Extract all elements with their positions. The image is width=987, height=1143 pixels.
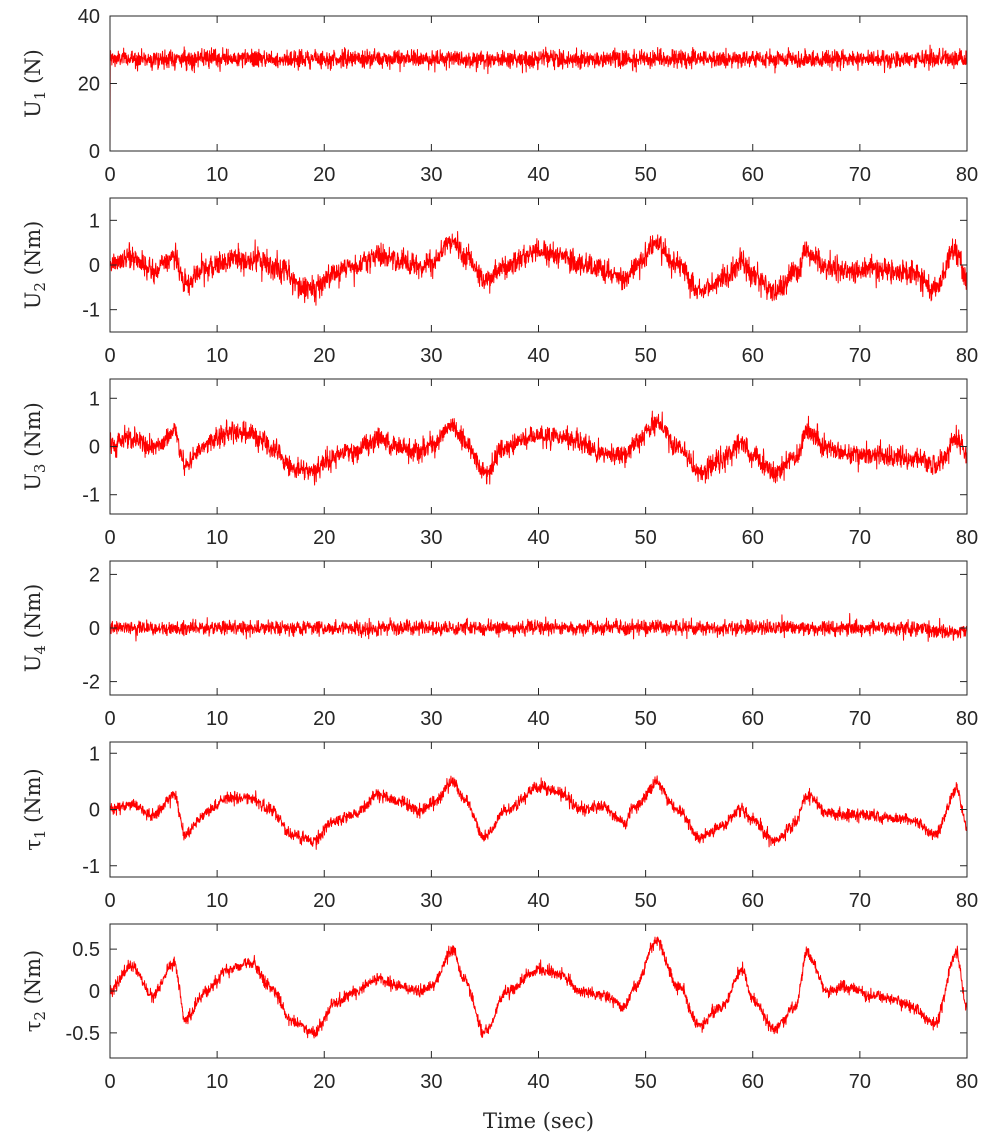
series-line-4 [110,612,967,642]
x-tick-label: 20 [313,527,335,549]
x-tick-label: 70 [849,164,871,186]
x-tick-label: 20 [313,890,335,912]
plot-frame-1 [109,15,968,152]
subplot-2: 0 10 20 30 40 50 60 70 80 -1 0 1 U2 (Nm) [21,197,978,367]
y-tick-label: 0 [89,800,100,822]
x-tick-label: 10 [206,527,228,549]
x-tick-label: 40 [527,1071,549,1093]
x-tick-label: 50 [635,345,657,367]
y-tick-label: -2 [82,672,100,694]
x-tick-label: 70 [849,708,871,730]
x-tick-label: 60 [742,708,764,730]
y-tick-label: -1 [82,300,100,322]
y-tick-label: 2 [89,564,100,586]
x-tick-label: 20 [313,1071,335,1093]
x-tick-label: 40 [527,164,549,186]
x-tick-label: 0 [104,345,115,367]
y-tick-label: -1 [82,856,100,878]
x-tick-label: 20 [313,164,335,186]
x-tick-label: 10 [206,890,228,912]
x-tick-label: 30 [420,345,442,367]
subplot-6: 0 10 20 30 40 50 60 70 80 -0.5 0 0.5 τ2 (Nm) Time (se… [21,923,978,1133]
x-tick-label: 0 [104,890,115,912]
x-tick-label: 50 [635,527,657,549]
x-tick-label: 0 [104,708,115,730]
x-tick-label: 50 [635,890,657,912]
plot-frame-6 [109,923,968,1059]
x-tick-label: 60 [742,164,764,186]
series-line-6 [110,936,967,1039]
y-tick-label: 0 [89,618,100,640]
x-tick-label: 40 [527,527,549,549]
x-tick-label: 80 [956,345,978,367]
x-tick-label: 30 [420,708,442,730]
x-tick-label: 50 [635,1071,657,1093]
x-tick-label: 50 [635,164,657,186]
x-tick-label: 80 [956,527,978,549]
x-tick-label: 40 [527,708,549,730]
y-axis-label-5: τ1 (Nm) [21,768,49,851]
y-tick-label: 1 [89,743,100,765]
series-line-5 [110,775,967,850]
x-tick-label: 10 [206,708,228,730]
x-tick-label: 30 [420,527,442,549]
series-line-1 [110,44,967,151]
x-tick-label: 20 [313,708,335,730]
x-tick-label: 60 [742,345,764,367]
y-tick-label: -0.5 [66,1023,100,1045]
x-tick-label: 50 [635,708,657,730]
x-tick-label: 80 [956,708,978,730]
x-axis-label: Time (sec) [483,1109,594,1133]
y-tick-label: -1 [82,485,100,507]
x-tick-label: 70 [849,890,871,912]
y-tick-label: 40 [78,6,100,28]
subplot-1: 0 10 20 30 40 50 60 70 80 0 20 40 U1 (N) [21,6,978,186]
plot-frame-5 [109,741,968,878]
y-tick-label: 1 [89,388,100,410]
x-tick-label: 10 [206,1071,228,1093]
y-axis-label-4: U4 (Nm) [21,584,49,673]
y-axis-label-1: U1 (N) [21,49,49,118]
y-tick-label: 1 [89,210,100,232]
y-axis-label-3: U3 (Nm) [21,402,49,491]
y-axis-label-6: τ2 (Nm) [21,950,49,1033]
x-tick-label: 80 [956,890,978,912]
x-tick-label: 10 [206,164,228,186]
x-tick-label: 40 [527,345,549,367]
x-tick-label: 30 [420,164,442,186]
x-tick-label: 10 [206,345,228,367]
x-tick-label: 40 [527,890,549,912]
x-tick-label: 0 [104,1071,115,1093]
y-tick-label: 0 [89,141,100,163]
y-tick-label: 0 [89,437,100,459]
x-tick-label: 70 [849,345,871,367]
x-tick-label: 0 [104,164,115,186]
x-tick-label: 30 [420,1071,442,1093]
y-tick-label: 0 [89,255,100,277]
y-axis-label-2: U2 (Nm) [21,221,49,310]
x-tick-label: 60 [742,1071,764,1093]
x-tick-label: 80 [956,1071,978,1093]
x-tick-label: 70 [849,1071,871,1093]
series-line-2 [110,231,967,306]
y-tick-label: 20 [78,74,100,96]
y-tick-label: 0 [89,981,100,1003]
x-tick-label: 60 [742,890,764,912]
x-tick-label: 30 [420,890,442,912]
series-line-3 [110,410,967,486]
x-tick-label: 70 [849,527,871,549]
x-tick-label: 0 [104,527,115,549]
x-tick-label: 20 [313,345,335,367]
x-tick-label: 80 [956,164,978,186]
y-tick-label: 0.5 [72,939,100,961]
x-tick-label: 60 [742,527,764,549]
